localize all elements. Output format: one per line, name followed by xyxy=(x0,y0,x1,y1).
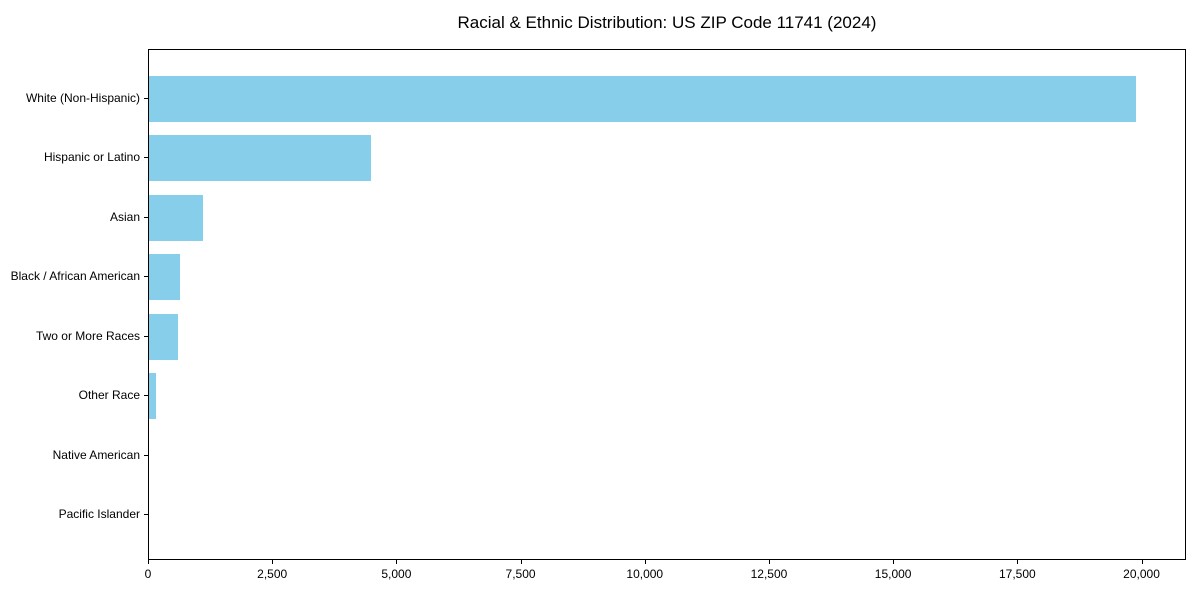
y-tick-label: Pacific Islander xyxy=(58,507,140,521)
bar-two-or-more-races xyxy=(149,313,178,360)
x-tick-label: 2,500 xyxy=(257,567,288,581)
x-tick-label: 0 xyxy=(144,567,152,581)
y-tick-mark xyxy=(144,395,148,396)
y-tick-label: Hispanic or Latino xyxy=(43,150,140,164)
bar-black-african-american xyxy=(149,254,180,300)
x-tick-mark xyxy=(1017,560,1019,564)
y-tick-label: White (Non-Hispanic) xyxy=(25,90,140,105)
x-tick-mark xyxy=(148,560,149,564)
y-tick-label: Other Race xyxy=(78,388,140,402)
plot-area xyxy=(148,49,1186,560)
y-tick-label: Native American xyxy=(52,447,140,462)
x-tick-mark xyxy=(768,560,770,564)
x-tick-mark xyxy=(396,560,398,564)
y-tick-label: Asian xyxy=(109,209,140,224)
x-tick-mark xyxy=(520,560,522,564)
y-tick-label: Black / African American xyxy=(10,269,140,283)
x-tick-label: 15,000 xyxy=(874,567,912,581)
y-tick-mark xyxy=(144,276,148,277)
x-tick-mark xyxy=(272,560,274,564)
bar-asian xyxy=(149,194,203,241)
x-tick-mark xyxy=(893,560,895,564)
x-tick-mark xyxy=(644,560,646,564)
bar-white-non-hispanic xyxy=(149,75,1136,122)
x-tick-label: 7,500 xyxy=(505,567,536,581)
y-tick-mark xyxy=(144,335,148,337)
y-tick-mark xyxy=(144,454,148,456)
x-tick-label: 10,000 xyxy=(626,567,664,581)
y-tick-mark xyxy=(144,97,148,99)
bar-hispanic-or-latino xyxy=(149,135,371,181)
y-tick-mark xyxy=(144,157,148,158)
y-tick-label: Two or More Races xyxy=(35,328,140,343)
x-tick-label: 5,000 xyxy=(381,567,412,581)
x-tick-mark xyxy=(1141,560,1143,564)
x-tick-label: 20,000 xyxy=(1123,567,1160,581)
x-tick-label: 12,500 xyxy=(750,567,788,581)
chart-title: Racial & Ethnic Distribution: US ZIP Cod… xyxy=(457,13,877,32)
bar-other-race xyxy=(149,373,156,419)
y-tick-mark xyxy=(144,514,148,515)
y-tick-mark xyxy=(144,216,148,218)
x-tick-label: 17,500 xyxy=(998,567,1036,581)
